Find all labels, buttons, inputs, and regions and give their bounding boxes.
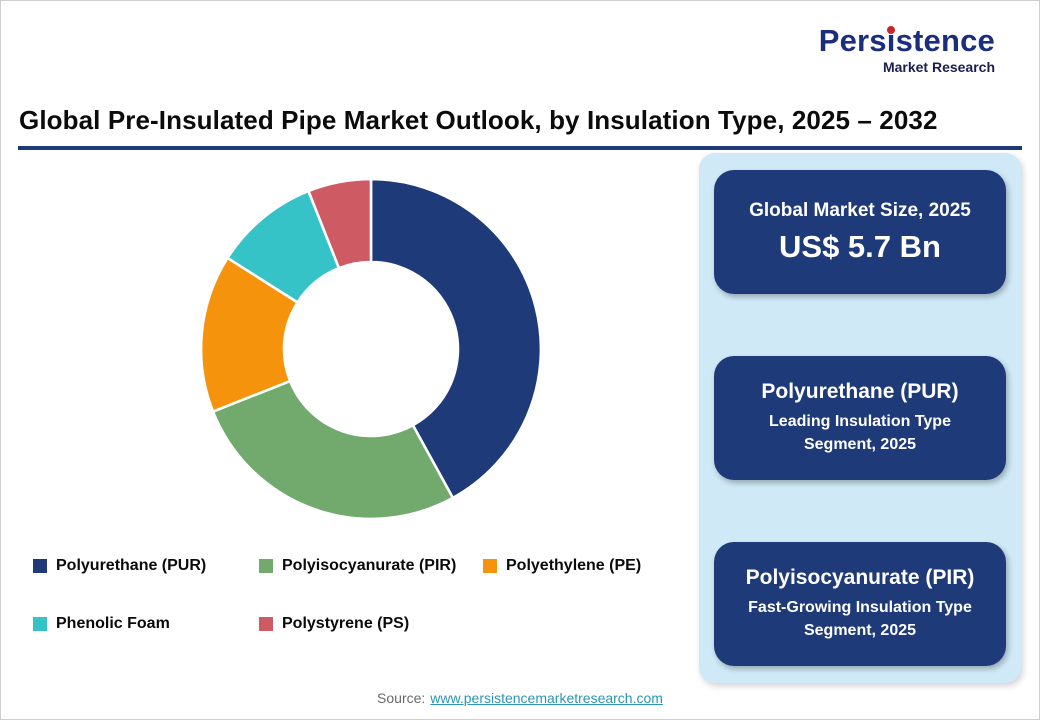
legend-swatch [33,617,47,631]
donut-chart [197,175,545,523]
legend-item: Polyisocyanurate (PIR) [259,557,483,575]
stat-card-subtext: Leading Insulation Type Segment, 2025 [769,413,951,453]
donut-slice-polyisocyanurate-pir [211,379,455,521]
legend-label: Polystyrene (PS) [282,615,410,632]
page-title: Global Pre-Insulated Pipe Market Outlook… [19,105,938,135]
stat-card-market-size: Global Market Size, 2025 US$ 5.7 Bn [714,170,1006,294]
donut-svg [199,177,543,521]
stat-card-leading-segment: Polyurethane (PUR) Leading Insulation Ty… [714,356,1006,480]
stat-card-fast-growing-segment: Polyisocyanurate (PIR) Fast-Growing Insu… [714,542,1006,666]
legend-label: Polyurethane (PUR) [56,557,207,574]
brand-logo: Persistence Market Research [818,23,995,75]
brand-wordmark-start: Pers [818,23,887,58]
legend-swatch [259,559,273,573]
brand-i-red-dot: i [886,23,896,58]
brand-wordmark-end: stence [895,23,995,58]
stat-card-subtext: Fast-Growing Insulation Type Segment, 20… [748,599,972,639]
source-link[interactable]: www.persistencemarketresearch.com [430,690,663,706]
chart-legend: Polyurethane (PUR) Polyisocyanurate (PIR)… [33,557,693,633]
legend-swatch [483,559,497,573]
legend-item: Polyurethane (PUR) [33,557,259,575]
source-line: Source: www.persistencemarketresearch.com [1,690,1039,706]
legend-swatch [259,617,273,631]
legend-item: Phenolic Foam [33,615,259,633]
stat-card-heading: Global Market Size, 2025 [749,199,971,221]
brand-subtitle: Market Research [882,58,995,75]
donut-slice-polyurethane-pur [369,177,543,500]
stat-card-heading: Polyurethane (PUR) [761,380,959,404]
source-label: Source: [377,690,426,706]
donut-slice-polystyrene-ps [307,177,373,270]
legend-label: Polyisocyanurate (PIR) [282,557,457,574]
legend-swatch [33,559,47,573]
legend-item: Polystyrene (PS) [259,615,483,633]
legend-item: Polyethylene (PE) [483,557,693,575]
brand-wordmark: Persistence [818,23,995,58]
legend-label: Polyethylene (PE) [506,557,642,574]
legend-label: Phenolic Foam [56,615,170,632]
stat-card-value: US$ 5.7 Bn [779,228,941,264]
title-underline [18,146,1022,150]
highlights-panel: Global Market Size, 2025 US$ 5.7 Bn Poly… [699,153,1021,683]
stat-card-heading: Polyisocyanurate (PIR) [745,566,975,590]
